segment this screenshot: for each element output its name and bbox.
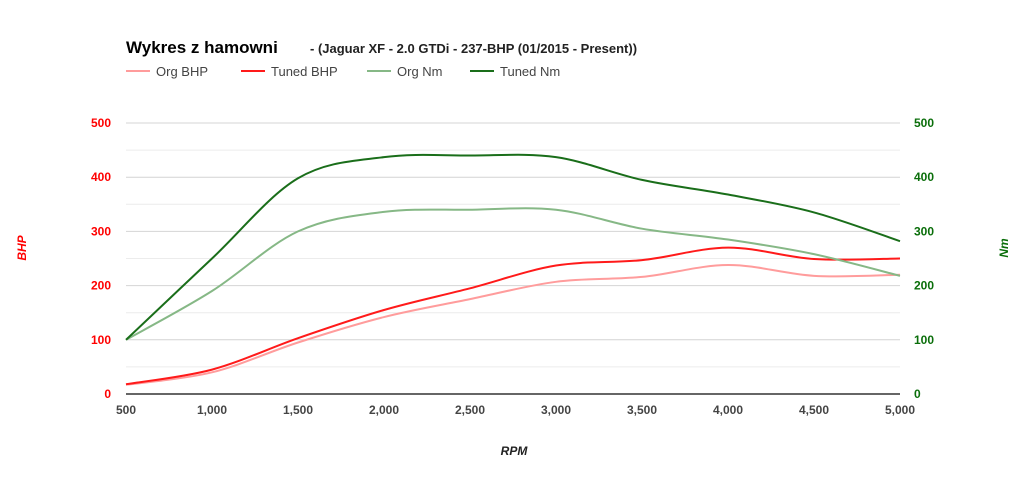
series-lines bbox=[125, 153, 901, 386]
series-line-org-bhp bbox=[125, 264, 901, 386]
right-y-tick-label: 200 bbox=[914, 279, 934, 293]
left-axis-label: BHP bbox=[15, 234, 29, 260]
series-line-tuned-nm bbox=[125, 153, 901, 341]
right-axis-label: Nm bbox=[997, 238, 1011, 258]
x-tick-label: 1,000 bbox=[197, 403, 227, 417]
right-y-tick-label: 300 bbox=[914, 224, 934, 238]
right-y-tick-label: 500 bbox=[914, 116, 934, 130]
legend-label: Org Nm bbox=[397, 64, 443, 79]
chart-title: Wykres z hamowni bbox=[126, 38, 278, 57]
x-tick-label: 5,000 bbox=[885, 403, 915, 417]
gridlines bbox=[126, 122, 900, 395]
legend-label: Tuned BHP bbox=[271, 64, 338, 79]
left-y-tick-label: 200 bbox=[91, 279, 111, 293]
series-line-tuned-bhp bbox=[125, 246, 901, 386]
chart-subtitle: - (Jaguar XF - 2.0 GTDi - 237-BHP (01/20… bbox=[310, 41, 637, 56]
axis-ticks: 0 0 100 100 200 200 300 300 400 400 500 500 500 1,000… bbox=[91, 116, 934, 417]
x-tick-label: 4,000 bbox=[713, 403, 743, 417]
right-y-tick-label: 0 bbox=[914, 387, 921, 401]
x-tick-label: 1,500 bbox=[283, 403, 313, 417]
legend: Org BHP Tuned BHP Org Nm Tuned Nm bbox=[126, 64, 560, 79]
right-y-tick-label: 400 bbox=[914, 170, 934, 184]
x-tick-label: 3,000 bbox=[541, 403, 571, 417]
legend-label: Org BHP bbox=[156, 64, 208, 79]
x-tick-label: 2,000 bbox=[369, 403, 399, 417]
left-y-tick-label: 100 bbox=[91, 333, 111, 347]
x-tick-label: 3,500 bbox=[627, 403, 657, 417]
series-line-org-nm bbox=[125, 207, 901, 341]
legend-label: Tuned Nm bbox=[500, 64, 560, 79]
x-tick-label: 2,500 bbox=[455, 403, 485, 417]
x-tick-label: 4,500 bbox=[799, 403, 829, 417]
x-axis-label: RPM bbox=[501, 444, 529, 458]
left-y-tick-label: 400 bbox=[91, 170, 111, 184]
left-y-tick-label: 0 bbox=[104, 387, 111, 401]
x-tick-label: 500 bbox=[116, 403, 136, 417]
left-y-tick-label: 300 bbox=[91, 224, 111, 238]
left-y-tick-label: 500 bbox=[91, 116, 111, 130]
right-y-tick-label: 100 bbox=[914, 333, 934, 347]
